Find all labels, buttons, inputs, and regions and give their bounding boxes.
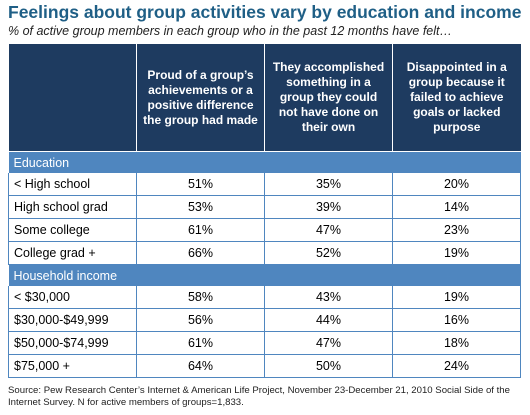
cell-value: 47% (264, 331, 393, 355)
row-label: $30,000-$49,999 (8, 308, 137, 332)
cell-value: 43% (264, 286, 393, 309)
cell-value: 64% (136, 354, 265, 378)
cell-value: 39% (264, 195, 393, 219)
column-header-proud: Proud of a group’s achievements or a pos… (136, 44, 265, 152)
cell-value: 35% (264, 173, 393, 196)
row-label: High school grad (8, 195, 137, 219)
cell-value: 19% (392, 286, 521, 309)
section-label: Household income (8, 264, 521, 286)
cell-value: 16% (392, 308, 521, 332)
cell-value: 47% (264, 218, 393, 242)
row-label: Some college (8, 218, 137, 242)
table-row: < $30,000 58% 43% 19% (8, 286, 521, 309)
section-header-education: Education (8, 151, 521, 173)
row-label: College grad + (8, 241, 137, 265)
cell-value: 56% (136, 308, 265, 332)
table-row: < High school 51% 35% 20% (8, 173, 521, 196)
chart-title: Feelings about group activities vary by … (8, 2, 522, 22)
row-label: < High school (8, 173, 137, 196)
section-header-household-income: Household income (8, 264, 521, 286)
data-table: Proud of a group’s achievements or a pos… (8, 44, 521, 378)
cell-value: 14% (392, 195, 521, 219)
section-label: Education (8, 151, 521, 173)
row-label: < $30,000 (8, 286, 137, 309)
cell-value: 53% (136, 195, 265, 219)
column-header-accomplished: They accomplished something in a group t… (264, 44, 393, 152)
row-label: $75,000 + (8, 354, 137, 378)
table-row: High school grad 53% 39% 14% (8, 195, 521, 219)
cell-value: 61% (136, 218, 265, 242)
cell-value: 24% (392, 354, 521, 378)
table-row: $30,000-$49,999 56% 44% 16% (8, 308, 521, 332)
cell-value: 18% (392, 331, 521, 355)
cell-value: 61% (136, 331, 265, 355)
chart-subtitle: % of active group members in each group … (8, 24, 452, 38)
table-row: Some college 61% 47% 23% (8, 218, 521, 242)
header-row: Proud of a group’s achievements or a pos… (8, 44, 521, 152)
header-blank (8, 44, 137, 152)
table-row: $75,000 + 64% 50% 24% (8, 354, 521, 378)
cell-value: 19% (392, 241, 521, 265)
table-row: $50,000-$74,999 61% 47% 18% (8, 331, 521, 355)
column-header-disappointed: Disappointed in a group because it faile… (392, 44, 521, 152)
cell-value: 50% (264, 354, 393, 378)
row-label: $50,000-$74,999 (8, 331, 137, 355)
cell-value: 20% (392, 173, 521, 196)
cell-value: 52% (264, 241, 393, 265)
cell-value: 66% (136, 241, 265, 265)
cell-value: 44% (264, 308, 393, 332)
table-row: College grad + 66% 52% 19% (8, 241, 521, 265)
source-note: Source: Pew Research Center’s Internet &… (8, 385, 510, 408)
cell-value: 23% (392, 218, 521, 242)
cell-value: 58% (136, 286, 265, 309)
cell-value: 51% (136, 173, 265, 196)
